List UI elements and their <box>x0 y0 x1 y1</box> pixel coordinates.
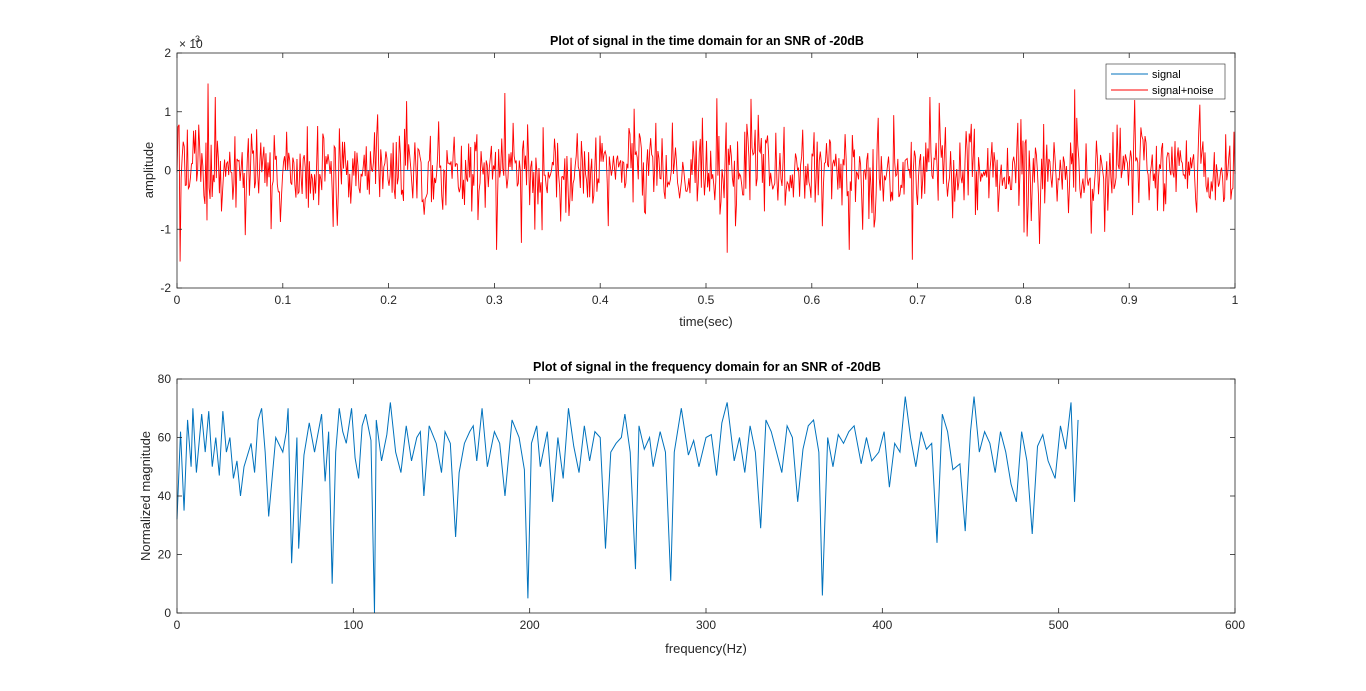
frequency-domain-y-axis-label: Normalized magnitude <box>138 431 153 561</box>
time-domain-y-tick-label: 2 <box>164 46 171 60</box>
time-domain-x-ticks: 0 0.1 0.2 0.3 0.4 0.5 0.6 0.7 0.8 0.9 1 <box>174 53 1239 307</box>
time-domain-x-tick-label: 0.8 <box>1015 293 1032 307</box>
frequency-domain-series-layer <box>176 396 1079 614</box>
time-domain-x-tick-label: 0.2 <box>380 293 397 307</box>
time-domain-x-tick-label: 0.3 <box>486 293 503 307</box>
frequency-domain-x-tick-label: 300 <box>696 618 716 632</box>
time-domain-x-tick-label: 0.5 <box>698 293 715 307</box>
time-domain-y-tick-label: -2 <box>160 281 171 295</box>
frequency-domain-y-tick-label: 40 <box>158 489 172 503</box>
time-domain-x-tick-label: 0.4 <box>592 293 609 307</box>
frequency-domain-x-tick-label: 0 <box>174 618 181 632</box>
time-domain-x-tick-label: 0.1 <box>274 293 291 307</box>
time-domain-series-layer <box>176 83 1236 262</box>
frequency-domain-y-tick-label: 0 <box>164 606 171 620</box>
frequency-domain-x-tick-label: 400 <box>872 618 892 632</box>
time-domain-x-tick-label: 0.7 <box>909 293 926 307</box>
legend-label-signal: signal <box>1152 69 1181 81</box>
legend-box <box>1105 63 1226 100</box>
legend-label-signal-noise: signal+noise <box>1152 85 1213 97</box>
time-domain-y-exponent-power: -3 <box>192 34 200 44</box>
frequency-domain-x-ticks: 0 100 200 300 400 500 600 <box>174 379 1245 632</box>
frequency-domain-plot-area <box>177 379 1235 613</box>
frequency-domain-x-axis-label: frequency(Hz) <box>665 641 747 656</box>
frequency-domain-y-tick-label: 80 <box>158 372 172 386</box>
frequency-domain-y-tick-label: 20 <box>158 548 172 562</box>
time-domain-x-tick-label: 0.9 <box>1121 293 1138 307</box>
frequency-domain-x-tick-label: 500 <box>1049 618 1069 632</box>
frequency-domain-y-tick-label: 60 <box>158 431 172 445</box>
time-domain-y-tick-label: 0 <box>164 164 171 178</box>
frequency-domain-x-tick-label: 600 <box>1225 618 1245 632</box>
frequency-domain-x-tick-label: 100 <box>343 618 363 632</box>
time-domain-y-tick-label: 1 <box>164 105 171 119</box>
frequency-domain-plot: Plot of signal in the frequency domain f… <box>138 360 1245 656</box>
time-domain-x-tick-label: 0 <box>174 293 181 307</box>
time-domain-y-exponent-base: × 10 <box>179 37 203 51</box>
time-domain-y-tick-label: -1 <box>160 222 171 236</box>
time-domain-x-tick-label: 1 <box>1232 293 1239 307</box>
frequency-domain-x-tick-label: 200 <box>520 618 540 632</box>
time-domain-y-axis-label: amplitude <box>141 142 156 198</box>
time-domain-plot: Plot of signal in the time domain for an… <box>141 34 1239 329</box>
time-domain-x-axis-label: time(sec) <box>679 314 732 329</box>
series-line-magnitude <box>176 396 1079 614</box>
series-line-signal-noise <box>176 83 1236 262</box>
time-domain-title: Plot of signal in the time domain for an… <box>550 34 864 48</box>
time-domain-y-ticks: -2 -1 0 1 2 <box>160 46 1235 295</box>
legend: signal signal+noise <box>1105 63 1226 100</box>
frequency-domain-title: Plot of signal in the frequency domain f… <box>533 360 881 374</box>
time-domain-x-tick-label: 0.6 <box>803 293 820 307</box>
frequency-domain-y-ticks: 0 20 40 60 80 <box>158 372 1235 620</box>
